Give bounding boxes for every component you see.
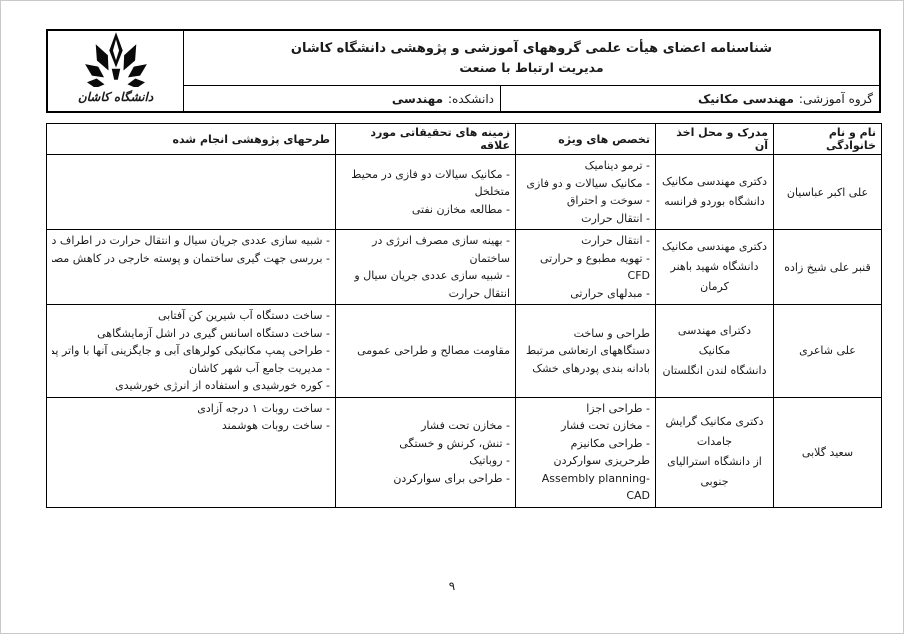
- cell-line: - شبیه سازی عددی جریان سیال و انتقال حرا…: [354, 269, 510, 300]
- cell-line: - انتقال حرارت: [581, 211, 650, 225]
- cell-line: - مبدلهای حرارتی: [570, 286, 650, 300]
- header: دانشگاه کاشان شناسنامه اعضای هیأت علمی گ…: [46, 29, 881, 113]
- cell-line: - سوخت و احتراق: [566, 194, 650, 207]
- faculty-name-cell: سعید گلابی: [773, 396, 882, 508]
- header-content: شناسنامه اعضای هیأت علمی گروههای آموزشی …: [184, 31, 879, 111]
- projects-cell: - ساخت روبات ۱ درجه آزادی - ساخت روبات هو…: [46, 396, 336, 508]
- table-header-row: نام و نام خانوادگی مدرک و محل اخذ آن تخص…: [46, 123, 882, 155]
- faculty-name-cell: علی اکبر عباسیان: [773, 154, 882, 230]
- faculty-name-cell: علی شاعری: [773, 304, 882, 398]
- header-meta-row: گروه آموزشی: مهندسی مکانیک دانشکده: مهند…: [184, 86, 879, 111]
- cell-line: دانشگاه شهید باهنر کرمان: [670, 260, 759, 293]
- cell-line: از دانشگاه استرالیای جنوبی: [667, 455, 762, 488]
- specialties-cell: طراحی و ساخت دستگاههای ارتعاشی مرتبط باد…: [515, 304, 656, 398]
- faculty-value: مهندسی: [391, 91, 444, 106]
- cell-line: - طراحی اجزا: [586, 401, 650, 415]
- projects-cell: - شبیه سازی عددی جریان سیال و انتقال حرا…: [46, 229, 336, 305]
- cell-line: دانشگاه بوردو فرانسه: [664, 195, 765, 208]
- cell-line: جامدات: [696, 435, 733, 448]
- cell-line: - طراحی برای سوارکردن: [393, 471, 510, 485]
- logo-caption: دانشگاه کاشان: [77, 90, 154, 104]
- cell-line: - مکانیک سیالات دو فازی در محیط متخلخل: [351, 167, 510, 199]
- cell-line: - کوره خورشیدی و استفاده از انرژی خورشید…: [115, 379, 330, 392]
- cell-line: - انتقال حرارت: [581, 234, 650, 247]
- education-group-value: مهندسی مکانیک: [698, 91, 794, 106]
- degree-cell: دکتری مکانیک گرایش جامدات از دانشگاه استرا…: [655, 396, 774, 508]
- page-subtitle: مدیریت ارتباط با صنعت: [459, 60, 604, 75]
- cell-line: - طراحی پمپ مکانیکی کولرهای آبی و جایگزی…: [52, 344, 330, 357]
- cell-line: - ساخت دستگاه آب شیرین کن آفتابی: [157, 309, 330, 322]
- page-title: شناسنامه اعضای هیأت علمی گروههای آموزشی …: [290, 41, 773, 56]
- specialties-cell: - طراحی اجزا - مخازن تحت فشار - طراحی مکان…: [515, 396, 656, 508]
- cell-line: - طراحی مکانیزم: [570, 436, 650, 450]
- faculty-label: دانشکده:: [448, 91, 494, 106]
- cell-line: - مدیریت جامع آب شهر کاشان: [188, 361, 330, 375]
- cell-line: - شبیه سازی عددی جریان سیال و انتقال حرا…: [52, 234, 330, 247]
- page-number: ۹: [448, 579, 456, 593]
- specialties-cell: - انتقال حرارت - تهویه مطبوع و حرارتی CFD…: [515, 229, 656, 305]
- cell-line: - مکانیک سیالات و دو فازی: [526, 176, 650, 190]
- cell-line: - بهینه سازی مصرف انرژی در ساختمان: [372, 234, 510, 265]
- col-header-degree: مدرک و محل اخذ آن: [655, 123, 774, 155]
- col-header-specialties: تخصص های ویژه: [515, 123, 656, 155]
- table-row: علی شاعری دکترای مهندسی مکانیک دانشگاه لن…: [46, 304, 882, 398]
- table-row: علی اکبر عباسیان دکتری مهندسی مکانیک دانش…: [46, 154, 882, 230]
- projects-cell: - ساخت دستگاه آب شیرین کن آفتابی - ساخت د…: [46, 304, 336, 398]
- cell-line: دکتری مکانیک گرایش: [665, 415, 764, 428]
- col-header-name: نام و نام خانوادگی: [773, 123, 882, 155]
- specialties-cell: - ترمو دینامیک - مکانیک سیالات و دو فازی -…: [515, 154, 656, 230]
- cell-line: - تهویه مطبوع و حرارتی CFD: [540, 251, 650, 283]
- cell-line: طرحریزی سوارکردن Assembly planning- CAD: [541, 454, 650, 502]
- degree-cell: دکتری مهندسی مکانیک دانشگاه شهید باهنر کر…: [655, 229, 774, 305]
- interests-cell: - مخازن تحت فشار - تنش، کرنش و خستگی - روب…: [335, 396, 516, 508]
- cell-line: - مخازن تحت فشار: [561, 419, 650, 432]
- degree-cell: دکتری مهندسی مکانیک دانشگاه بوردو فرانسه: [655, 154, 774, 230]
- education-group-label: گروه آموزشی:: [798, 91, 873, 106]
- faculty-table: نام و نام خانوادگی مدرک و محل اخذ آن تخص…: [46, 123, 882, 508]
- cell-line: - بررسی جهت گیری ساختمان و پوسته خارجی د…: [52, 251, 330, 265]
- cell-line: - مطالعه مخازن نفتی: [411, 202, 510, 216]
- title-area: شناسنامه اعضای هیأت علمی گروههای آموزشی …: [184, 31, 879, 86]
- degree-cell: دکترای مهندسی مکانیک دانشگاه لندن انگلستا…: [655, 304, 774, 398]
- cell-line: طراحی و ساخت دستگاههای ارتعاشی مرتبط باد…: [526, 326, 650, 375]
- cell-line: - ساخت روبات ۱ درجه آزادی: [197, 401, 330, 415]
- cell-line: مقاومت مصالح و طراحی عمومی: [357, 344, 510, 357]
- cell-line: دکتری مهندسی مکانیک: [661, 175, 768, 188]
- education-group-cell: گروه آموزشی: مهندسی مکانیک: [500, 86, 879, 111]
- col-header-projects: طرحهای پژوهشی انجام شده: [46, 123, 336, 155]
- table-row: سعید گلابی دکتری مکانیک گرایش جامدات از دا…: [46, 396, 882, 508]
- projects-cell: [46, 154, 336, 230]
- cell-line: دکترای مهندسی مکانیک: [677, 323, 752, 357]
- cell-line: - ساخت دستگاه اسانس گیری در اشل آزمایشگا…: [97, 326, 330, 340]
- cell-line: دکتری مهندسی مکانیک: [661, 240, 768, 253]
- cell-line: - روباتیک: [469, 454, 510, 467]
- kashan-university-emblem-icon: [76, 31, 156, 91]
- faculty-cell: دانشکده: مهندسی: [184, 86, 500, 111]
- cell-line: - مخازن تحت فشار: [421, 419, 510, 432]
- cell-line: - ساخت روبات هوشمند: [221, 419, 330, 432]
- table-row: قنبر علی شیخ زاده دکتری مهندسی مکانیک دان…: [46, 229, 882, 305]
- cell-line: دانشگاه لندن انگلستان: [662, 363, 767, 377]
- interests-cell: - بهینه سازی مصرف انرژی در ساختمان - شبیه…: [335, 229, 516, 305]
- col-header-interests: زمینه های تحقیقاتی مورد علاقه: [335, 123, 516, 155]
- logo-cell: دانشگاه کاشان: [48, 31, 183, 111]
- header-divider: [183, 31, 184, 111]
- interests-cell: مقاومت مصالح و طراحی عمومی: [335, 304, 516, 398]
- interests-cell: - مکانیک سیالات دو فازی در محیط متخلخل - …: [335, 154, 516, 230]
- faculty-name-cell: قنبر علی شیخ زاده: [773, 229, 882, 305]
- cell-line: - ترمو دینامیک: [584, 159, 650, 172]
- cell-line: - تنش، کرنش و خستگی: [399, 436, 510, 450]
